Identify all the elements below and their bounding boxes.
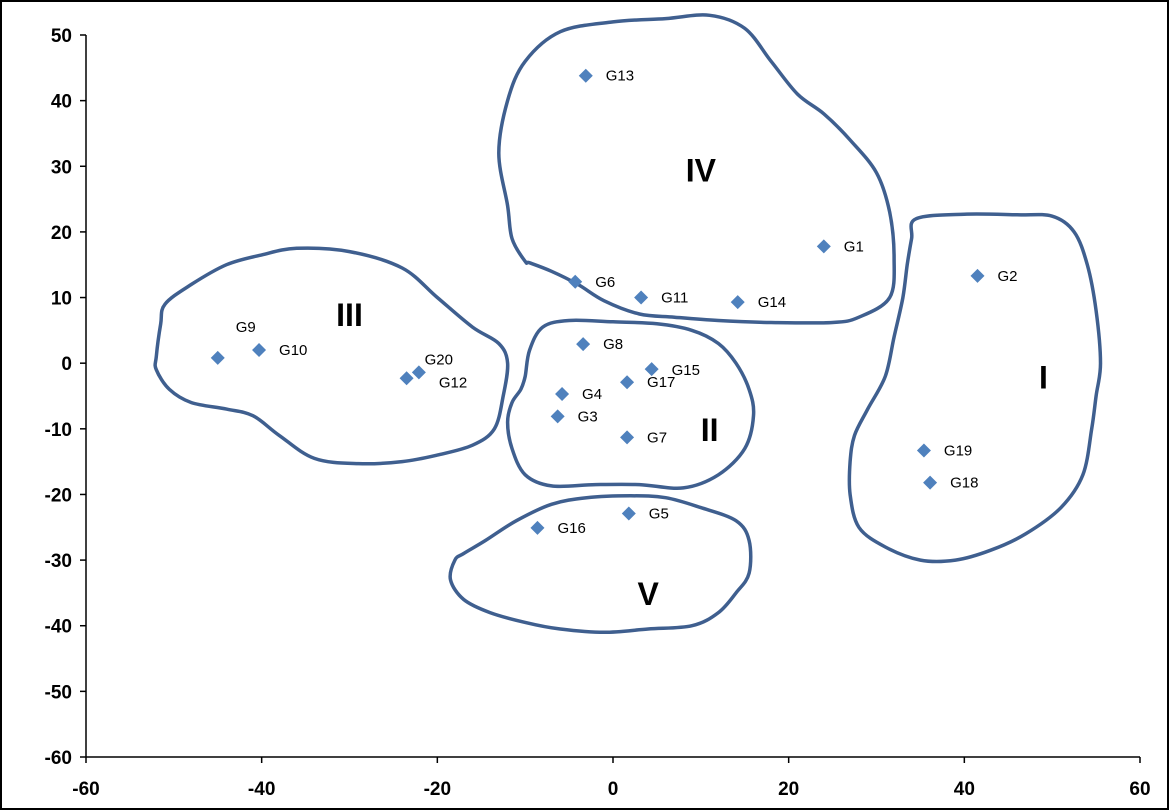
point-label-g1: G1	[844, 238, 864, 255]
point-label-g4: G4	[582, 386, 602, 403]
y-tick-label: -20	[45, 485, 72, 506]
data-point-g1	[816, 239, 831, 254]
data-point-g2	[970, 268, 985, 283]
data-point-g8	[576, 337, 591, 352]
cluster-label-i: I	[1039, 359, 1048, 395]
data-point-g20	[399, 371, 414, 386]
y-tick-label: 30	[51, 157, 72, 178]
point-label-g15: G15	[672, 362, 700, 379]
data-point-g10	[252, 343, 267, 358]
point-label-g20: G20	[425, 351, 453, 368]
x-tick-label: 40	[954, 779, 975, 800]
point-label-g11: G11	[661, 290, 688, 307]
y-tick-label: -40	[45, 617, 72, 638]
cluster-label-v: V	[637, 576, 659, 612]
data-point-g4	[555, 387, 570, 402]
data-point-g13	[578, 68, 593, 83]
data-point-g3	[550, 409, 565, 424]
data-point-g9	[210, 350, 225, 365]
data-point-g14	[730, 295, 745, 310]
x-tick-label: 60	[1129, 779, 1150, 800]
point-label-g10: G10	[279, 342, 307, 359]
point-label-g9: G9	[236, 319, 256, 336]
y-tick-label: -50	[45, 682, 72, 703]
data-point-g17	[620, 375, 635, 390]
x-tick-label: -40	[248, 779, 275, 800]
y-tick-label: 40	[51, 92, 72, 113]
y-tick-label: 20	[51, 223, 72, 244]
point-label-g12: G12	[439, 374, 467, 391]
cluster-label-iv: IV	[686, 153, 717, 189]
cluster-outline-iv	[497, 13, 896, 325]
data-point-g12	[411, 365, 426, 380]
point-label-g16: G16	[557, 520, 585, 537]
data-point-g6	[568, 274, 583, 289]
x-tick-label: 20	[778, 779, 799, 800]
point-label-g2: G2	[998, 268, 1018, 285]
x-tick-label: -20	[424, 779, 451, 800]
point-label-g19: G19	[944, 442, 972, 459]
y-tick-label: -10	[45, 420, 72, 441]
data-point-g11	[634, 290, 649, 305]
y-tick-label: 50	[51, 26, 72, 47]
y-tick-label: 10	[51, 289, 72, 310]
data-point-g18	[923, 475, 938, 490]
y-tick-label: 0	[61, 354, 72, 375]
point-label-g7: G7	[647, 429, 667, 446]
data-point-g15	[644, 362, 659, 377]
data-point-g7	[620, 430, 635, 445]
cluster-outline-iii	[153, 246, 510, 466]
point-label-g6: G6	[595, 274, 615, 291]
point-label-g18: G18	[950, 475, 978, 492]
cluster-outline-i	[847, 212, 1103, 564]
point-label-g5: G5	[649, 505, 669, 522]
data-point-g16	[530, 520, 545, 535]
point-label-g14: G14	[758, 294, 786, 311]
cluster-outline-v	[448, 494, 753, 635]
y-tick-label: -60	[45, 748, 72, 769]
point-label-g8: G8	[603, 336, 623, 353]
x-tick-label: -60	[72, 779, 99, 800]
cluster-outline-ii	[505, 318, 756, 490]
cluster-label-ii: II	[701, 412, 719, 448]
point-label-g17: G17	[647, 374, 675, 391]
cluster-label-iii: III	[336, 297, 363, 333]
data-point-g5	[621, 506, 636, 521]
point-label-g13: G13	[606, 68, 634, 85]
x-tick-label: 0	[608, 779, 619, 800]
data-point-g19	[916, 443, 931, 458]
y-tick-label: -30	[45, 551, 72, 572]
point-label-g3: G3	[578, 408, 598, 425]
